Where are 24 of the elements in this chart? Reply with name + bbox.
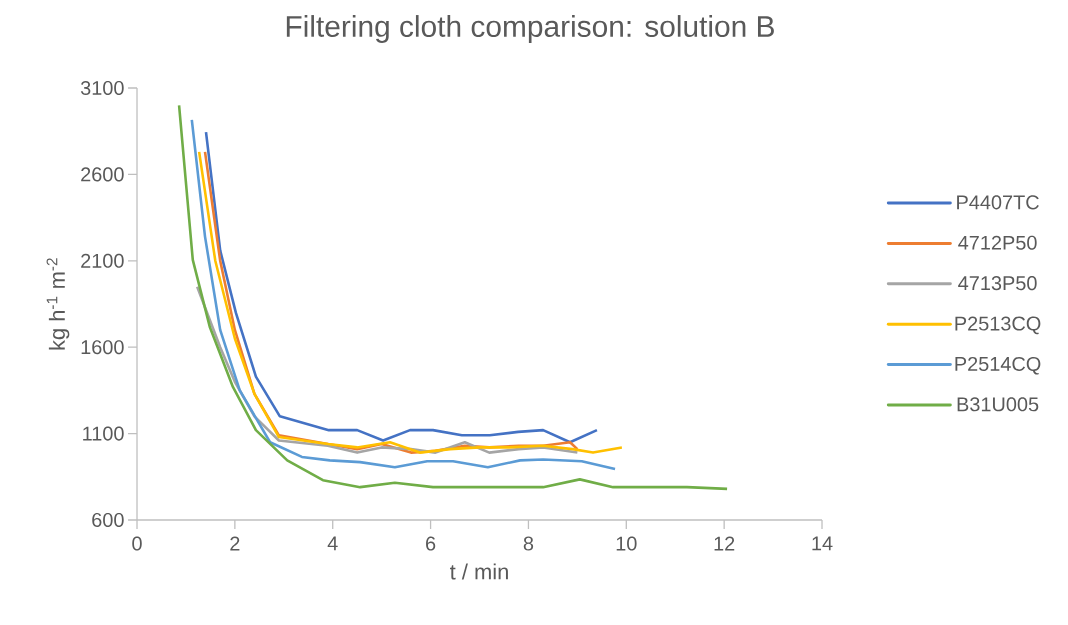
legend-label: 4713P50 [958, 276, 1037, 291]
y-tick-label: 2100 [81, 253, 124, 268]
legend-label: P2513CQ [955, 316, 1041, 335]
legend-label: B31U005 [957, 397, 1039, 412]
legend-label: P2514CQ [955, 356, 1041, 375]
x-tick-label: 6 [426, 536, 436, 551]
y-tick-label: 2600 [81, 167, 124, 182]
legend-label: P4407TC [957, 195, 1039, 210]
x-axis-title: t / min [450, 563, 508, 580]
x-tick-label: 10 [616, 536, 637, 551]
x-tick-label: 0 [132, 536, 142, 551]
y-tick-label: 3100 [80, 80, 124, 96]
chart-title: Filtering cloth comparison: solution B [286, 15, 774, 43]
x-tick-label: 8 [523, 536, 534, 551]
x-tick-label: 2 [230, 536, 240, 551]
x-tick-label: 4 [327, 536, 338, 551]
y-tick-label: 600 [92, 512, 124, 528]
y-tick-label: 1600 [81, 340, 124, 355]
x-tick-label: 14 [812, 536, 833, 551]
x-tick-label: 12 [714, 536, 735, 551]
line-series [190, 118, 617, 471]
y-tick-label: 1100 [83, 426, 124, 441]
legend-label: 4712P50 [958, 235, 1037, 250]
y-axis-title: kg h$^{-1}$ m$^{-2}$ [46, 258, 70, 350]
